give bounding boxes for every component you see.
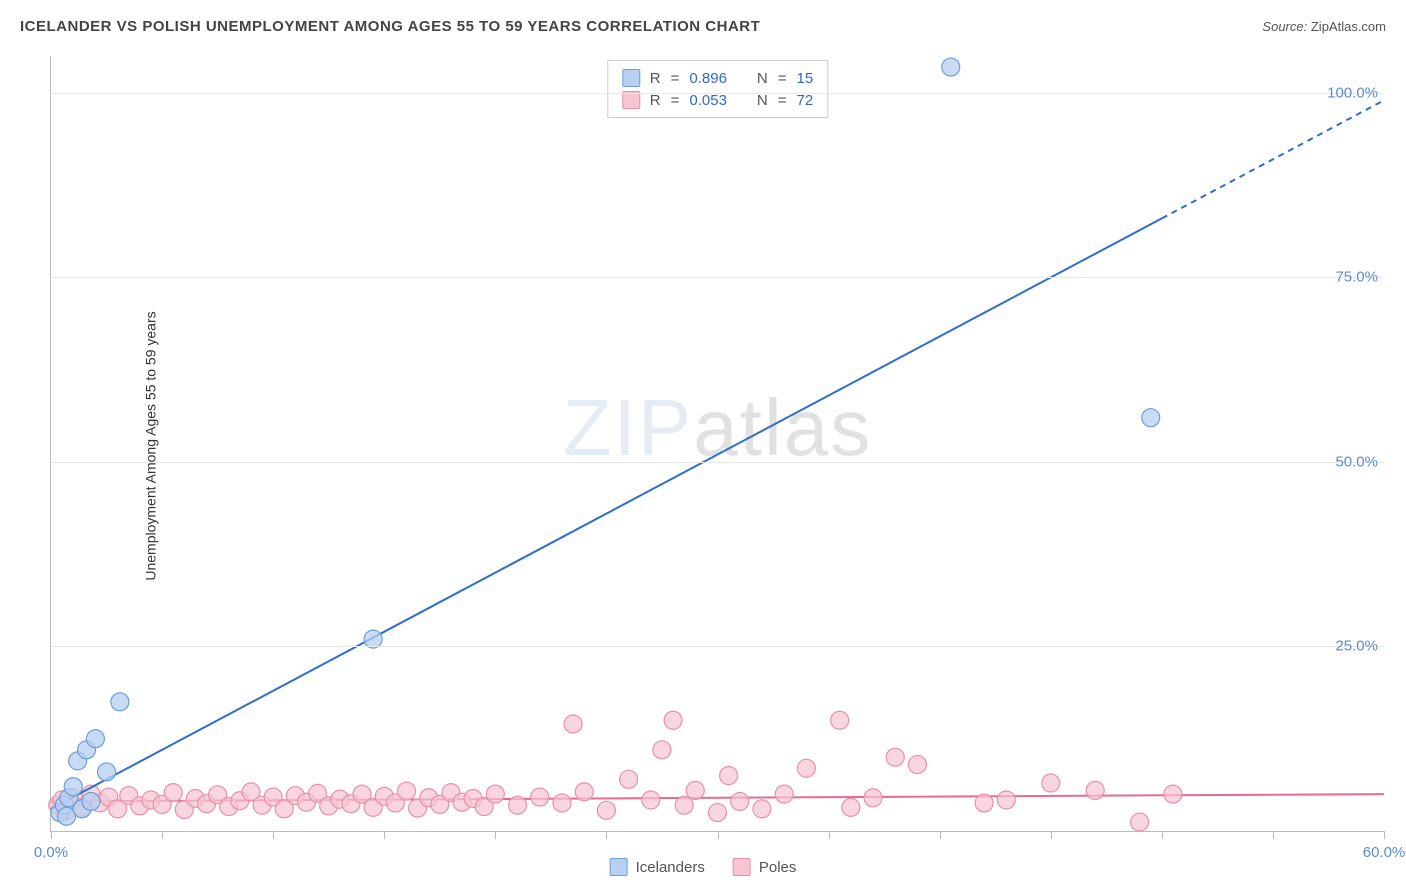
series-legend: Icelanders Poles	[610, 858, 797, 876]
eq2: =	[778, 70, 787, 87]
stats-legend: R = 0.896 N = 15 R = 0.053 N = 72	[607, 60, 828, 118]
n-label: N	[757, 70, 768, 87]
n-value-icelanders: 15	[797, 70, 814, 87]
eq4: =	[778, 92, 787, 109]
legend-swatch-icelanders	[610, 858, 628, 876]
chart-container: ICELANDER VS POLISH UNEMPLOYMENT AMONG A…	[0, 0, 1406, 892]
r-value-icelanders: 0.896	[689, 70, 727, 87]
eq3: =	[671, 92, 680, 109]
y-tick-label: 75.0%	[1335, 269, 1378, 286]
plot-area: ZIPatlas R = 0.896 N = 15 R = 0.053 N	[50, 56, 1384, 832]
stats-row-icelanders: R = 0.896 N = 15	[622, 67, 813, 89]
chart-title: ICELANDER VS POLISH UNEMPLOYMENT AMONG A…	[20, 18, 760, 35]
x-tick-label: 60.0%	[1363, 844, 1406, 861]
r-value-poles: 0.053	[689, 92, 727, 109]
y-tick-label: 25.0%	[1335, 638, 1378, 655]
chart-svg	[51, 56, 1384, 831]
legend-label-icelanders: Icelanders	[636, 859, 705, 876]
eq: =	[671, 70, 680, 87]
source-value: ZipAtlas.com	[1311, 19, 1386, 34]
legend-item-icelanders: Icelanders	[610, 858, 705, 876]
x-tick-label: 0.0%	[34, 844, 68, 861]
legend-label-poles: Poles	[759, 859, 797, 876]
legend-item-poles: Poles	[733, 858, 797, 876]
r-label2: R	[650, 92, 661, 109]
r-label: R	[650, 70, 661, 87]
source-label: Source:	[1262, 19, 1307, 34]
y-tick-label: 50.0%	[1335, 453, 1378, 470]
swatch-icelanders	[622, 69, 640, 87]
header: ICELANDER VS POLISH UNEMPLOYMENT AMONG A…	[20, 18, 1386, 35]
n-label2: N	[757, 92, 768, 109]
source-attribution: Source: ZipAtlas.com	[1262, 19, 1386, 34]
legend-swatch-poles	[733, 858, 751, 876]
n-value-poles: 72	[797, 92, 814, 109]
y-tick-label: 100.0%	[1327, 84, 1378, 101]
